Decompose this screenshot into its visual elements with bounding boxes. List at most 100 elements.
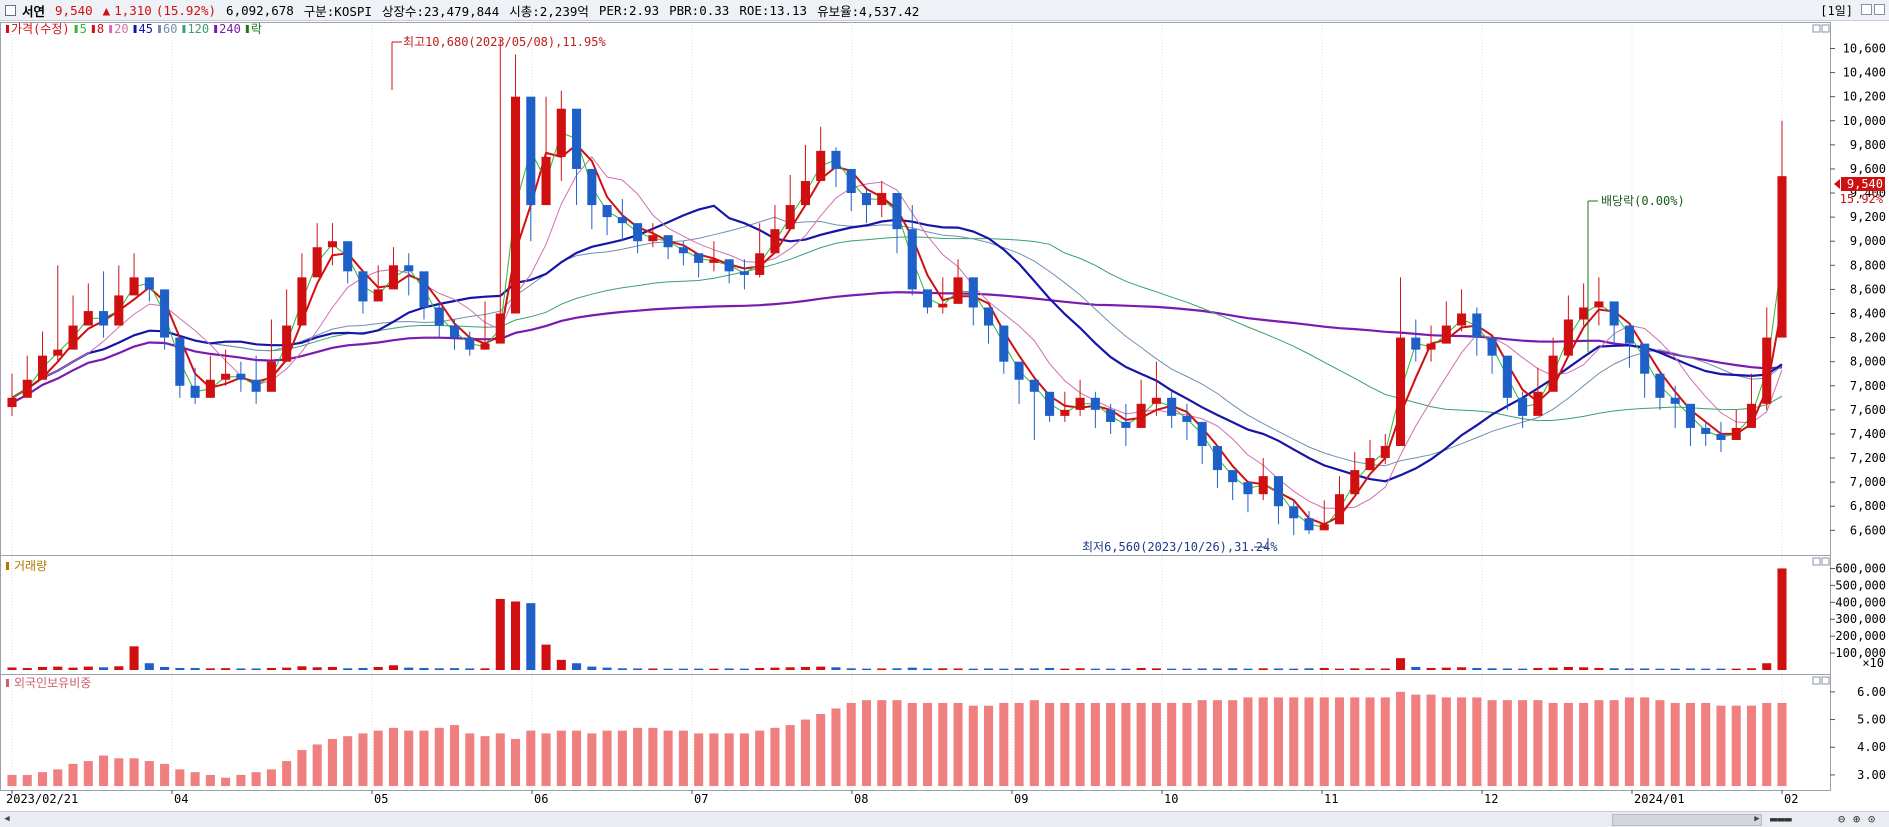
panel-close-icon	[1821, 24, 1830, 33]
foreign-bar	[1045, 702, 1055, 786]
volume-bar	[938, 668, 948, 670]
x-tick: 06	[534, 792, 548, 806]
candle-body	[266, 361, 276, 392]
candle-body	[1502, 355, 1512, 398]
zoom-in-icon[interactable]: ⊕	[1853, 812, 1861, 826]
foreign-bar	[510, 738, 521, 786]
candle-body	[53, 349, 63, 356]
volume-bar	[221, 668, 231, 670]
foreign-bar	[770, 727, 780, 786]
candle-body	[37, 355, 48, 380]
scroll-thumb[interactable]	[1612, 814, 1762, 826]
legend-item: 120	[187, 22, 209, 36]
volume-bar	[663, 668, 673, 670]
foreign-bar	[785, 725, 795, 786]
candle-body	[83, 311, 93, 326]
candle-body	[1273, 476, 1284, 507]
candle-body	[1441, 325, 1451, 344]
foreign-bar	[1121, 702, 1131, 786]
scroll-right-icon[interactable]: ▶	[1754, 814, 1760, 824]
legend-item: 가격(수정)	[11, 22, 70, 36]
volume-bar	[1518, 668, 1528, 670]
candle-body	[816, 150, 826, 181]
candle-body	[251, 379, 261, 392]
volume-bar	[800, 666, 810, 670]
x-tick: 04	[174, 792, 188, 806]
volume-bar	[1472, 667, 1482, 670]
volume-bar	[1014, 668, 1024, 670]
candle-body	[388, 265, 399, 290]
price-y-tick: 10,600	[1843, 41, 1886, 55]
candle-body	[358, 271, 368, 302]
price-y-tick: 6,600	[1850, 523, 1886, 537]
period-selector[interactable]: [1일]	[1820, 4, 1853, 18]
candle-body	[1167, 397, 1177, 416]
foreign-bar	[236, 774, 246, 786]
candle-body	[114, 295, 124, 326]
volume-bar	[1350, 668, 1360, 670]
foreign-bar	[1548, 702, 1558, 786]
candle-body	[1411, 337, 1421, 350]
zoom-reset-icon[interactable]: ⊙	[1868, 812, 1876, 826]
volume-bar	[984, 668, 994, 670]
volume-bar	[449, 668, 460, 670]
ma-5-line	[11, 132, 1783, 528]
candle-body	[434, 307, 444, 326]
volume-bar	[312, 667, 322, 670]
low-label: 최저6,560(2023/10/26),31.24%	[1082, 540, 1278, 554]
volume-bar	[1716, 668, 1726, 670]
checkbox[interactable]	[5, 4, 16, 16]
volume-bar	[526, 603, 536, 670]
price-y-tick: 9,200	[1850, 210, 1886, 224]
zoom-out-icon[interactable]: ⊖	[1838, 812, 1846, 826]
horizontal-scrollbar[interactable]: ◀ ▶ ▬▬▬ ⊖ ⊕ ⊙	[0, 811, 1889, 827]
legend-item: 45	[139, 22, 153, 36]
candle-body	[1182, 415, 1192, 422]
foreign-bar	[1411, 694, 1421, 786]
volume-bar	[1106, 668, 1116, 670]
foreign-bar	[1594, 700, 1604, 786]
volume-bar	[1045, 667, 1055, 670]
close-button[interactable]	[1874, 4, 1885, 15]
candle-body	[755, 253, 765, 275]
foreign-bar	[1289, 697, 1299, 786]
foreign-bar	[1365, 697, 1375, 786]
foreign-bar	[1228, 700, 1238, 786]
market: 구분:KOSPI	[303, 3, 372, 19]
price-y-tick: 9,600	[1850, 162, 1886, 176]
candle-body	[999, 325, 1009, 362]
price-y-tick: 7,800	[1850, 379, 1886, 393]
candle-body	[1136, 403, 1146, 428]
volume-bar	[1685, 668, 1695, 670]
volume-bar	[465, 668, 475, 670]
volume-bar	[404, 667, 414, 670]
candle-body	[1304, 518, 1314, 531]
foreign-bar	[1609, 700, 1619, 786]
volume-bar	[480, 668, 490, 670]
volume-bar	[968, 668, 978, 670]
volume-bar	[1640, 668, 1650, 670]
zoom-slider-icon[interactable]: ▬▬▬	[1770, 812, 1792, 826]
volume-bar	[724, 668, 734, 670]
foreign-bar	[160, 763, 170, 786]
candle-body	[1426, 343, 1436, 350]
window-buttons	[1861, 4, 1885, 15]
volume-bar	[1487, 668, 1497, 670]
volume-bar	[587, 666, 597, 670]
foreign-bar	[617, 730, 627, 786]
volume-bar	[678, 668, 688, 670]
volume-bar	[495, 598, 505, 670]
foreign-bar	[800, 719, 810, 786]
foreign-bar	[922, 702, 933, 786]
candle-body	[968, 277, 978, 308]
scroll-left-icon[interactable]: ◀	[4, 814, 10, 824]
minimize-button[interactable]	[1861, 4, 1872, 15]
candle-body	[1380, 445, 1390, 459]
volume-y-tick: 200,000	[1835, 629, 1886, 643]
price-y-tick: 8,400	[1850, 306, 1886, 320]
volume-bar	[7, 667, 17, 670]
low-annotation: 최저6,560(2023/10/26),31.24%	[1082, 538, 1278, 554]
volume-bar	[770, 667, 780, 670]
volume-bar	[541, 644, 551, 670]
